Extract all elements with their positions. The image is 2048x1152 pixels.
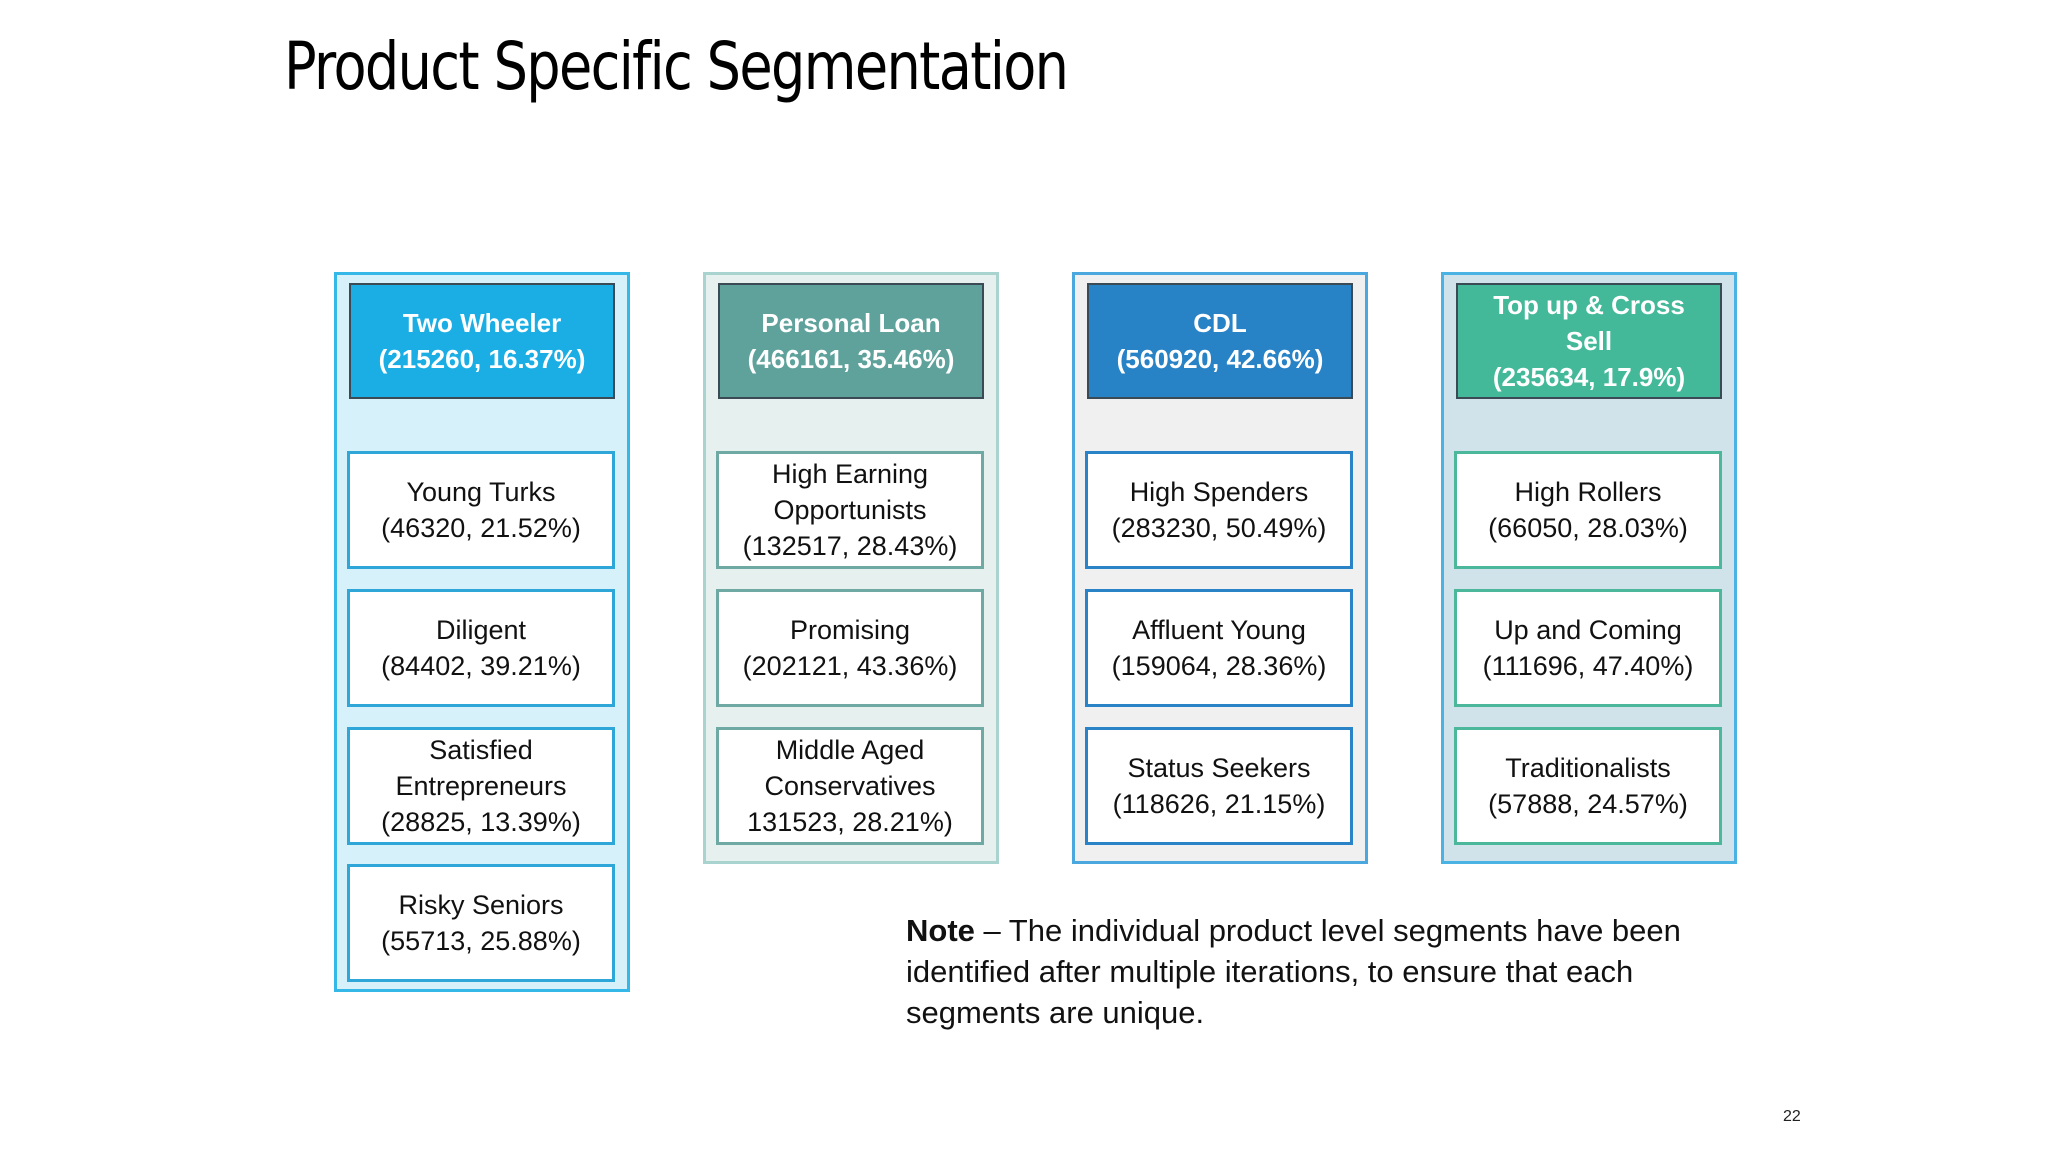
segment-line: (118626, 21.15%) — [1112, 789, 1326, 819]
product-header: CDL (560920, 42.66%) — [1087, 283, 1353, 399]
segment-box: Promising (202121, 43.36%) — [716, 589, 984, 707]
product-header-line: (560920, 42.66%) — [1116, 344, 1324, 374]
segment-box: High Spenders (283230, 50.49%) — [1085, 451, 1353, 569]
segment-line: Diligent — [435, 615, 527, 645]
segment-line: Opportunists — [773, 495, 927, 525]
product-header-line: Sell — [1565, 326, 1613, 356]
segment-box: High Rollers (66050, 28.03%) — [1454, 451, 1722, 569]
segment-line: (46320, 21.52%) — [381, 513, 581, 543]
segment-line: High Rollers — [1514, 477, 1662, 507]
segment-box: Affluent Young (159064, 28.36%) — [1085, 589, 1353, 707]
segment-line: Risky Seniors — [398, 890, 564, 920]
segment-line: (57888, 24.57%) — [1488, 789, 1688, 819]
product-header-line: Top up & Cross — [1493, 290, 1685, 320]
segment-line: (283230, 50.49%) — [1111, 513, 1327, 543]
segment-box: High Earning Opportunists (132517, 28.43%) — [716, 451, 984, 569]
product-column-1: Personal Loan (466161, 35.46%) High Earnin… — [703, 272, 999, 864]
segment-box: Middle Aged Conservatives 131523, 28.21%) — [716, 727, 984, 845]
segment-line: Middle Aged — [775, 735, 925, 765]
product-header-line: (466161, 35.46%) — [747, 344, 955, 374]
product-header: Two Wheeler (215260, 16.37%) — [349, 283, 615, 399]
segment-line: Conservatives — [764, 771, 936, 801]
segment-line: 131523, 28.21%) — [747, 807, 953, 837]
segment-line: (55713, 25.88%) — [381, 926, 581, 956]
segment-box: Risky Seniors (55713, 25.88%) — [347, 864, 615, 982]
segment-box: Up and Coming (111696, 47.40%) — [1454, 589, 1722, 707]
product-header: Top up & Cross Sell (235634, 17.9%) — [1456, 283, 1722, 399]
product-header: Personal Loan (466161, 35.46%) — [718, 283, 984, 399]
segment-line: High Spenders — [1129, 477, 1309, 507]
segment-box: Traditionalists (57888, 24.57%) — [1454, 727, 1722, 845]
segment-line: (202121, 43.36%) — [742, 651, 958, 681]
product-header-line: Two Wheeler — [402, 308, 562, 338]
note-text: Note – The individual product level segm… — [906, 910, 1726, 1033]
note-body: – The individual product level segments … — [906, 913, 1681, 1030]
segment-line: (111696, 47.40%) — [1482, 651, 1694, 681]
product-header-line: Personal Loan — [761, 308, 941, 338]
segment-line: Entrepreneurs — [395, 771, 567, 801]
segment-box: Status Seekers (118626, 21.15%) — [1085, 727, 1353, 845]
page-number: 22 — [1783, 1108, 1801, 1125]
segment-line: High Earning — [771, 459, 929, 489]
segment-line: Up and Coming — [1494, 615, 1682, 645]
segment-line: Status Seekers — [1127, 753, 1311, 783]
segment-line: Promising — [789, 615, 911, 645]
segment-line: (66050, 28.03%) — [1488, 513, 1688, 543]
segment-line: (28825, 13.39%) — [381, 807, 581, 837]
segment-line: Affluent Young — [1132, 615, 1306, 645]
segment-line: (84402, 39.21%) — [381, 651, 581, 681]
segment-line: Young Turks — [406, 477, 556, 507]
slide-title: Product Specific Segmentation — [284, 28, 1069, 105]
segment-box: Young Turks (46320, 21.52%) — [347, 451, 615, 569]
product-column-2: CDL (560920, 42.66%) High Spenders (283230,… — [1072, 272, 1368, 864]
segment-box: Diligent (84402, 39.21%) — [347, 589, 615, 707]
product-column-0: Two Wheeler (215260, 16.37%) Young Turks (4… — [334, 272, 630, 992]
note-label: Note — [906, 913, 975, 948]
segment-line: Satisfied — [429, 735, 533, 765]
product-header-line: (235634, 17.9%) — [1492, 362, 1686, 392]
segment-line: (132517, 28.43%) — [742, 531, 958, 561]
product-header-line: (215260, 16.37%) — [378, 344, 586, 374]
product-header-line: CDL — [1193, 308, 1247, 338]
product-column-3: Top up & Cross Sell (235634, 17.9%) High Ro… — [1441, 272, 1737, 864]
segment-line: Traditionalists — [1505, 753, 1671, 783]
segment-box: Satisfied Entrepreneurs (28825, 13.39%) — [347, 727, 615, 845]
segment-line: (159064, 28.36%) — [1111, 651, 1327, 681]
